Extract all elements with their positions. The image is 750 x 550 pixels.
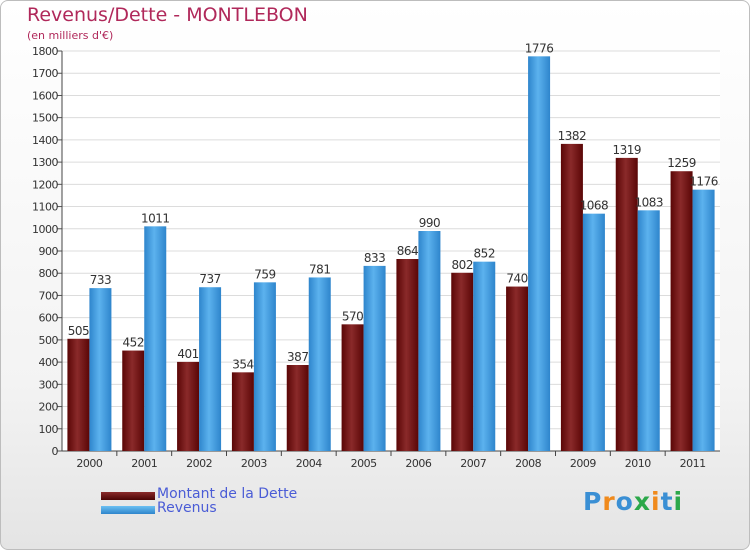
data-label: 1776 [525, 41, 554, 55]
y-tick-label: 1600 [32, 89, 58, 102]
legend-swatch-dette [101, 492, 155, 500]
bar-dette [231, 372, 254, 451]
bar-revenus [253, 282, 276, 451]
bar-dette [341, 324, 364, 451]
logo-letter: x [633, 487, 651, 516]
y-tick-label: 1300 [32, 156, 58, 169]
data-label: 354 [232, 357, 253, 371]
logo-letter: P [583, 487, 603, 516]
y-tick-label: 600 [39, 312, 59, 325]
bar-revenus [144, 226, 167, 451]
x-tick-label: 2010 [625, 457, 651, 470]
bar-revenus [308, 277, 331, 451]
data-label: 1083 [634, 195, 663, 209]
data-label: 759 [254, 267, 275, 281]
data-label: 452 [123, 336, 144, 350]
y-tick-label: 1100 [32, 201, 58, 214]
bar-revenus [89, 288, 112, 451]
data-label: 1319 [612, 143, 641, 157]
data-label: 1259 [667, 156, 696, 170]
x-tick-label: 2011 [680, 457, 706, 470]
data-label: 990 [419, 216, 440, 230]
logo-letter: i [651, 487, 661, 516]
chart-title: Revenus/Dette - MONTLEBON [27, 4, 308, 26]
data-label: 1382 [558, 129, 587, 143]
bar-revenus [418, 231, 441, 451]
y-tick-label: 1700 [32, 67, 58, 80]
y-tick-label: 1000 [32, 223, 58, 236]
x-tick-label: 2003 [241, 457, 267, 470]
data-label: 802 [452, 258, 473, 272]
x-tick-label: 2001 [131, 457, 157, 470]
y-tick-label: 1400 [32, 134, 58, 147]
data-label: 570 [342, 309, 363, 323]
y-tick-label: 100 [39, 423, 59, 436]
bar-dette [177, 361, 200, 451]
y-tick-label: 700 [39, 289, 59, 302]
x-tick-label: 2007 [460, 457, 486, 470]
data-label: 733 [90, 273, 111, 287]
bar-dette [670, 171, 693, 451]
bar-dette [122, 350, 145, 451]
y-tick-label: 400 [39, 356, 59, 369]
data-label: 387 [287, 350, 308, 364]
y-tick-label: 200 [39, 401, 59, 414]
data-label: 833 [364, 251, 385, 265]
data-label: 401 [177, 347, 198, 361]
data-label: 1068 [580, 199, 609, 213]
x-tick-label: 2002 [186, 457, 212, 470]
y-tick-label: 900 [39, 245, 59, 258]
data-label: 737 [199, 272, 220, 286]
logo-letter: t [660, 487, 674, 516]
y-tick-label: 800 [39, 267, 59, 280]
x-tick-label: 2009 [570, 457, 596, 470]
legend-swatch-revenus [101, 506, 155, 514]
bar-dette [560, 143, 583, 451]
bar-dette [286, 365, 309, 451]
logo-letter: i [673, 487, 684, 516]
y-tick-label: 1800 [32, 45, 58, 58]
x-tick-label: 2000 [76, 457, 102, 470]
bar-revenus [528, 56, 551, 451]
proxiti-logo: Proxiti [583, 487, 683, 516]
bar-dette [67, 338, 90, 451]
logo-letter: o [615, 487, 634, 516]
bar-revenus [199, 287, 222, 451]
bar-dette [506, 286, 529, 451]
data-label: 864 [397, 244, 418, 258]
bar-revenus [582, 213, 605, 451]
chart-subtitle: (en milliers d'€) [27, 29, 114, 42]
data-label: 1011 [141, 211, 170, 225]
data-label: 781 [309, 262, 330, 276]
bar-revenus [637, 210, 660, 451]
y-tick-label: 1200 [32, 178, 58, 191]
data-label: 1176 [689, 175, 718, 189]
y-tick-label: 0 [52, 445, 59, 458]
data-label: 505 [68, 324, 89, 338]
y-tick-label: 500 [39, 334, 59, 347]
x-tick-label: 2008 [515, 457, 541, 470]
bar-dette [451, 272, 474, 451]
legend-label-revenus: Revenus [157, 500, 217, 516]
x-tick-label: 2004 [296, 457, 322, 470]
bar-revenus [473, 261, 496, 451]
bar-revenus [363, 265, 386, 451]
x-tick-label: 2006 [405, 457, 431, 470]
legend-label-dette: Montant de la Dette [157, 486, 298, 502]
data-label: 852 [474, 247, 495, 261]
logo-letter: r [602, 487, 616, 516]
bar-dette [615, 157, 638, 451]
bar-dette [396, 259, 419, 451]
x-tick-label: 2005 [351, 457, 377, 470]
bar-revenus [692, 189, 715, 451]
data-label: 740 [506, 272, 527, 286]
y-tick-label: 1500 [32, 112, 58, 125]
y-tick-label: 300 [39, 378, 59, 391]
